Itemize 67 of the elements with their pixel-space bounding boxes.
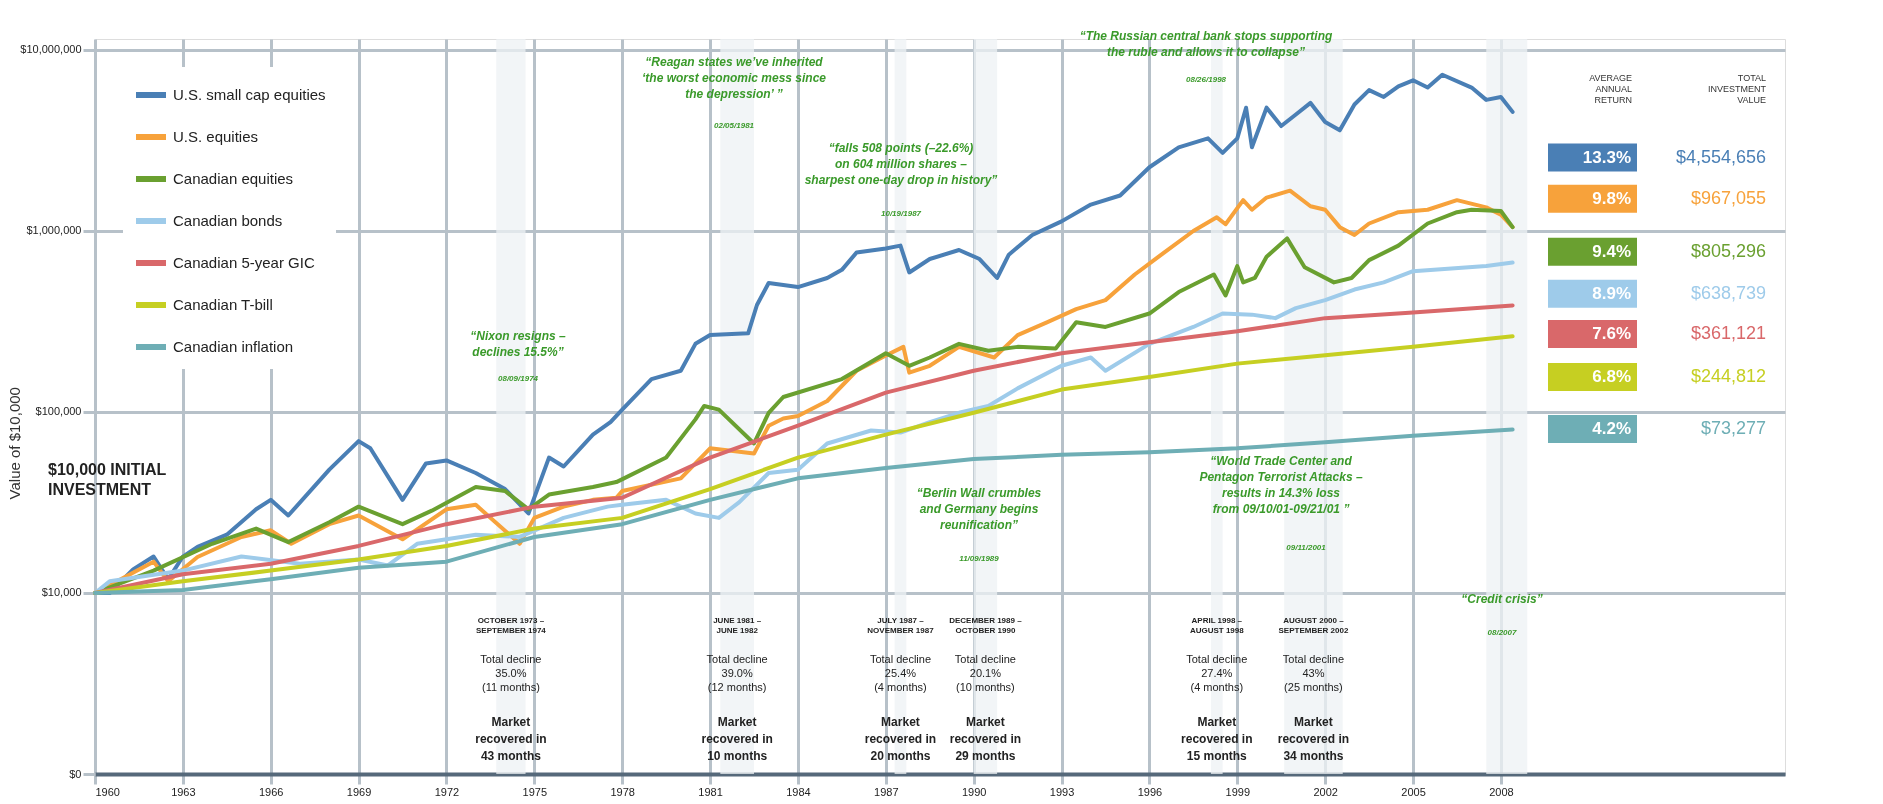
x-tick-label: 1996 xyxy=(1137,785,1163,798)
annotation: 08/26/1998 xyxy=(1185,75,1227,85)
annotation: TOTAL INVESTMENT VALUE xyxy=(1707,73,1767,106)
annotation: “World Trade Center and Pentagon Terrorist Attacks – results in 14.3% loss from 09/10/01-09/21/01 ” xyxy=(1199,453,1363,516)
annotation: $73,277 xyxy=(1700,418,1766,439)
legend-label: U.S. small cap equities xyxy=(173,86,326,103)
annotation: $4,554,656 xyxy=(1675,146,1766,167)
legend-label: Canadian T-bill xyxy=(173,296,273,313)
text: JUNE 1981 – JUNE 1982 Total decline 39.0% (12 months) Market recovered in 10 months xyxy=(701,616,773,764)
x-tick-label: 1987 xyxy=(874,785,899,798)
y-tick-label: $10,000 xyxy=(41,586,82,599)
text: DECEMBER 1989 – OCTOBER 1990 Total decline 20.1% (10 months) Market recovered in 29 months xyxy=(949,616,1022,764)
annotation: $638,739 xyxy=(1690,282,1766,303)
x-tick-label: 2002 xyxy=(1313,785,1338,798)
annotation: 6.8% xyxy=(1592,367,1631,387)
annotation: 9.8% xyxy=(1592,188,1631,208)
x-tick-label: 1960 xyxy=(95,785,120,798)
annotation: “The Russian central bank stops supporting the ruble and allows it to collapse” xyxy=(1079,29,1334,60)
annotation: “falls 508 points (–22.6%) on 604 million shares – sharpest one-day drop in history” xyxy=(804,140,998,187)
annotation: 4.2% xyxy=(1592,419,1631,439)
y-tick-label: $10,000,000 xyxy=(20,43,82,56)
legend-label: Canadian bonds xyxy=(173,212,283,229)
annotation: 9.4% xyxy=(1592,241,1631,261)
y-tick-label: $100,000 xyxy=(35,405,82,418)
x-tick-label: 1978 xyxy=(610,785,635,798)
annotation: “Nixon resigns – declines 15.5%” xyxy=(470,329,566,360)
annotation: 08/09/1974 xyxy=(497,374,539,384)
x-tick-label: 1990 xyxy=(961,785,987,798)
x-tick-label: 2008 xyxy=(1489,785,1514,798)
annotation: 8.9% xyxy=(1592,283,1631,303)
x-tick-label: 1999 xyxy=(1225,785,1251,798)
annotation: “Credit crisis” xyxy=(1461,591,1543,606)
x-tick-label: 1984 xyxy=(786,785,811,798)
annotation: “Reagan states we’ve inherited ‘the worst economic mess since the depression’ ” xyxy=(641,54,827,101)
text: JULY 1987 – NOVEMBER 1987 Total decline 25.4% (4 months) Market recovered in 20 months xyxy=(864,616,937,764)
x-tick-label: 1972 xyxy=(434,785,460,798)
annotation: $805,296 xyxy=(1690,240,1766,261)
x-tick-label: 1981 xyxy=(698,785,723,798)
y-tick-label: $0 xyxy=(69,767,82,780)
x-tick-label: 2005 xyxy=(1401,785,1426,798)
x-tick-label: 1993 xyxy=(1049,785,1075,798)
annotation: 13.3% xyxy=(1582,147,1631,167)
annotation: $244,812 xyxy=(1690,366,1766,387)
annotation: 10/19/1987 xyxy=(880,208,922,218)
annotation: $967,055 xyxy=(1690,187,1766,208)
annotation: $10,000 INITIAL INVESTMENT xyxy=(48,461,167,499)
x-tick-label: 1969 xyxy=(346,785,372,798)
y-tick-label: $1,000,000 xyxy=(26,224,82,237)
annotation: 11/09/1989 xyxy=(959,554,1000,564)
annotation: 02/05/1981 xyxy=(713,121,755,131)
annotation: $361,121 xyxy=(1690,322,1766,343)
annotation: 7.6% xyxy=(1592,323,1631,343)
legend-label: Canadian inflation xyxy=(173,338,294,355)
x-tick-label: 1975 xyxy=(522,785,548,798)
annotation: “Berlin Wall crumbles and Germany begins reunification” xyxy=(916,485,1042,532)
legend-label: Canadian equities xyxy=(173,170,294,187)
text: APRIL 1998 – AUGUST 1998 Total decline 27.4% (4 months) Market recovered in 15 months xyxy=(1181,616,1253,764)
x-tick-label: 1966 xyxy=(258,785,284,798)
text: OCTOBER 1973 – SEPTEMBER 1974 Total decline 35.0% (11 months) Market recovered in 43 months xyxy=(475,616,547,764)
x-tick-label: 1963 xyxy=(171,785,196,798)
annotation: 08/2007 xyxy=(1487,627,1518,637)
annotation: 09/11/2001 xyxy=(1286,542,1327,552)
text: AUGUST 2000 – SEPTEMBER 2002 Total decline 43% (25 months) Market recovered in 34 months xyxy=(1277,616,1350,764)
y-axis-title: Value of $10,000 xyxy=(6,387,23,500)
legend-label: Canadian 5-year GIC xyxy=(173,254,315,271)
legend-label: U.S. equities xyxy=(173,128,259,145)
annotation: AVERAGE ANNUAL RETURN xyxy=(1589,73,1632,106)
